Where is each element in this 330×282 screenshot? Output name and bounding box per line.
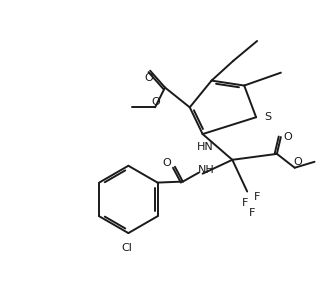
Text: S: S xyxy=(264,112,271,122)
Text: Cl: Cl xyxy=(121,243,132,253)
Text: HN: HN xyxy=(197,142,214,152)
Text: F: F xyxy=(249,208,255,218)
Text: O: O xyxy=(163,158,171,168)
Text: NH: NH xyxy=(198,165,215,175)
Text: O: O xyxy=(293,157,302,167)
Text: O: O xyxy=(145,73,153,83)
Text: F: F xyxy=(242,198,248,208)
Text: F: F xyxy=(254,192,260,202)
Text: O: O xyxy=(152,97,160,107)
Text: O: O xyxy=(283,132,292,142)
